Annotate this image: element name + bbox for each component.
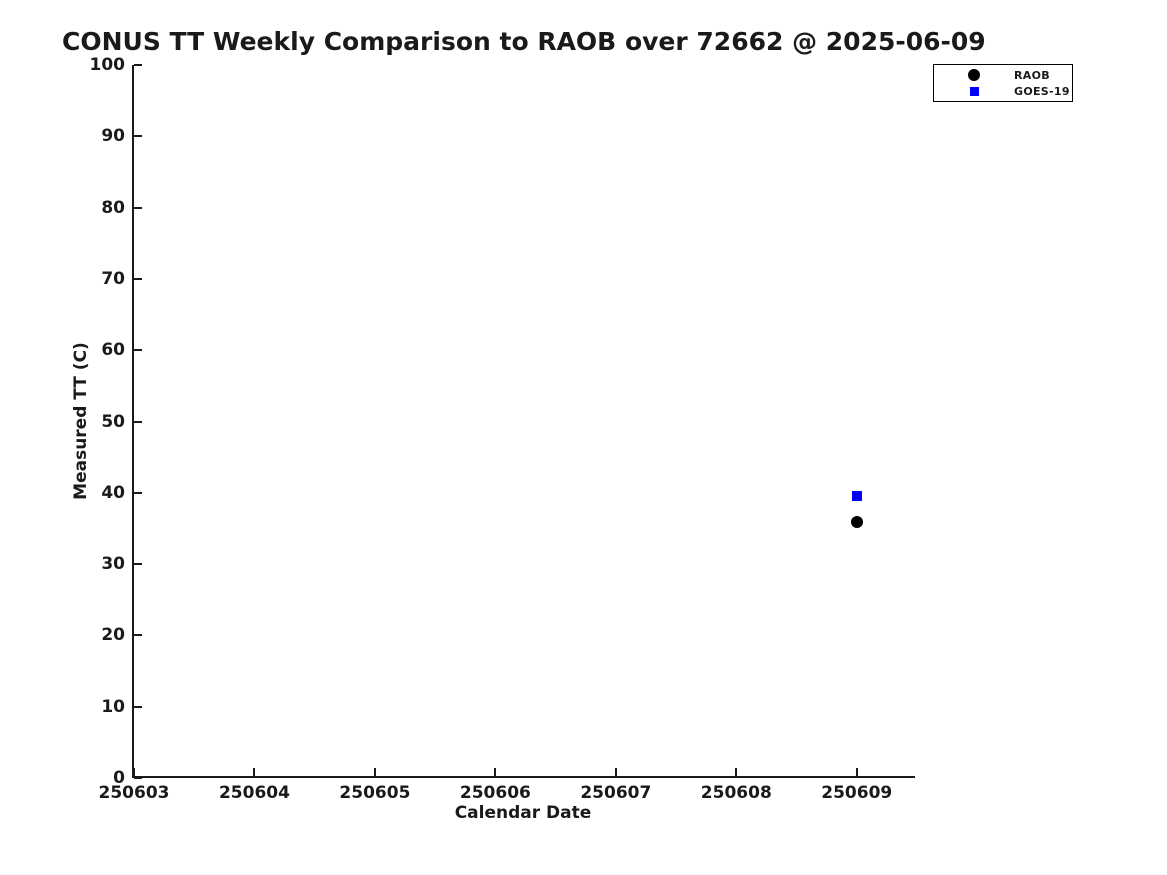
- x-tick: [373, 768, 376, 776]
- x-tick: [735, 768, 738, 776]
- y-tick: [134, 634, 142, 637]
- y-tick: [134, 491, 142, 494]
- legend-circle-icon: [968, 69, 980, 81]
- legend-marker-cell: [934, 69, 1014, 81]
- y-tick-label: 0: [113, 768, 125, 788]
- data-point-raob: [850, 516, 863, 529]
- y-tick: [134, 135, 142, 138]
- y-tick: [134, 277, 142, 280]
- x-tick-label: 250606: [459, 783, 531, 803]
- y-tick-label: 40: [101, 482, 125, 503]
- y-tick-label: 90: [101, 126, 125, 147]
- y-tick-label: 50: [101, 411, 125, 432]
- x-tick: [614, 768, 617, 776]
- data-point-goes-19: [851, 491, 862, 502]
- x-tick-label: 250603: [98, 783, 170, 803]
- legend-item: GOES-19: [934, 83, 1072, 99]
- y-tick-label: 100: [89, 55, 126, 75]
- x-tick: [133, 768, 135, 776]
- y-tick-label: 80: [101, 197, 125, 218]
- y-tick-label: 70: [101, 268, 125, 289]
- y-tick: [134, 563, 142, 566]
- legend-label: GOES-19: [1014, 84, 1070, 98]
- x-tick-label: 250609: [821, 783, 893, 803]
- x-tick: [253, 768, 256, 776]
- x-tick-label: 250605: [339, 783, 411, 803]
- legend-marker-cell: [934, 86, 1014, 96]
- y-tick-label: 20: [101, 625, 125, 646]
- x-tick: [494, 768, 497, 776]
- chart-title: CONUS TT Weekly Comparison to RAOB over …: [62, 27, 986, 56]
- y-tick-label: 30: [101, 554, 125, 575]
- y-tick: [134, 349, 142, 352]
- legend: RAOB GOES-19: [933, 64, 1073, 102]
- y-tick: [134, 777, 142, 779]
- y-tick: [134, 206, 142, 209]
- x-tick: [855, 768, 858, 776]
- legend-square-icon: [969, 86, 979, 96]
- legend-label: RAOB: [1014, 68, 1050, 82]
- plot-area: 0 10 20 30 40 50 60 70 80 90 100 250603 250604 250605…: [90, 55, 915, 803]
- y-tick: [134, 420, 142, 423]
- y-tick: [134, 705, 142, 708]
- x-tick-label: 250608: [700, 783, 772, 803]
- y-tick-label: 10: [101, 696, 125, 717]
- y-tick: [134, 64, 142, 66]
- legend-item: RAOB: [934, 67, 1072, 83]
- x-tick-label: 250604: [218, 783, 290, 803]
- y-axis-label: Measured TT (C): [71, 342, 91, 500]
- x-tick-label: 250607: [580, 783, 652, 803]
- y-tick-label: 60: [101, 340, 125, 361]
- x-axis-label: Calendar Date: [454, 803, 592, 823]
